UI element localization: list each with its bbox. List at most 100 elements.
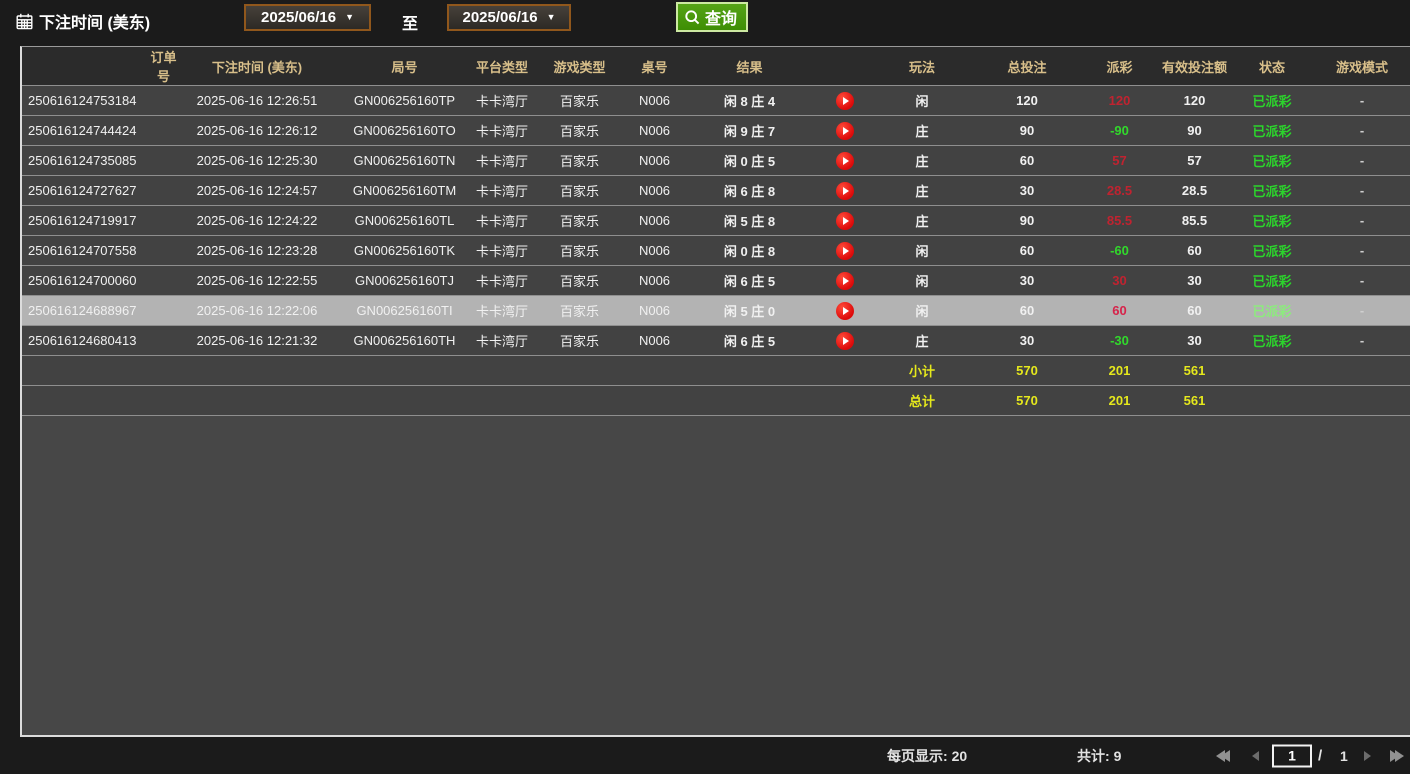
cell-status: 已派彩 [1232,325,1312,356]
first-page-button[interactable] [1216,749,1230,762]
table-row[interactable]: 250616124744424 2025-06-16 12:26:12 GN0062… [22,115,1410,146]
play-icon[interactable] [835,211,854,230]
cell-bet: 60 [972,295,1082,326]
play-icon[interactable] [835,301,854,320]
cell-payout: 85.5 [1082,205,1157,236]
cell-mode: - [1312,325,1410,356]
table-row[interactable]: 250616124719917 2025-06-16 12:24:22 GN0062… [22,205,1410,236]
total-count: 共计: 9 [1077,746,1121,766]
cell-order: 250616124735085 [22,145,177,176]
cell-table_no: N006 [627,235,682,266]
header-row: 订单号 下注时间 (美东) 局号 平台类型 游戏类型 桌号 结果 玩法 总投注 派彩 有效投注额 状态… [22,47,1410,86]
column-header: 状态 [1232,47,1312,86]
table-row[interactable]: 250616124727627 2025-06-16 12:24:57 GN0062… [22,175,1410,206]
cell-result: 闲 8 庄 4 [682,85,817,116]
play-icon[interactable] [835,181,854,200]
date-to-select[interactable]: 2025/06/16 ▼ [447,4,571,31]
cell-play: 庄 [872,115,972,146]
total-pages: 1 [1340,747,1348,764]
cell-order: 250616124727627 [22,175,177,206]
play-triangle-icon [842,126,849,135]
last-page-icon [1395,749,1404,762]
play-triangle-icon [842,306,849,315]
column-header: 游戏类型 [532,47,627,86]
cell-order: 250616124744424 [22,115,177,146]
cell-replay [817,235,872,266]
table-row[interactable]: 250616124688967 2025-06-16 12:22:06 GN0062… [22,295,1410,326]
records-table: 订单号 下注时间 (美东) 局号 平台类型 游戏类型 桌号 结果 玩法 总投注 派彩 有效投注额 状态… [22,47,1410,416]
date-from-value: 2025/06/16 [261,9,337,26]
cell-time: 2025-06-16 12:21:32 [177,325,337,356]
cell-replay [817,295,872,326]
cell-payout: 120 [1082,85,1157,116]
cell-valid: 30 [1157,325,1232,356]
cell-game: 百家乐 [532,145,627,176]
play-icon[interactable] [835,271,854,290]
table-row[interactable]: 250616124753184 2025-06-16 12:26:51 GN0062… [22,85,1410,116]
cell-status: 已派彩 [1232,175,1312,206]
cell-replay [817,145,872,176]
chevron-down-icon: ▼ [546,12,556,22]
cell-game: 百家乐 [532,205,627,236]
cell-result: 闲 0 庄 8 [682,235,817,266]
play-icon[interactable] [835,91,854,110]
cell-time: 2025-06-16 12:26:12 [177,115,337,146]
cell-result: 闲 5 庄 8 [682,205,817,236]
page-input[interactable] [1272,744,1312,767]
cell-table_no: N006 [627,205,682,236]
next-page-button[interactable] [1364,750,1371,761]
play-triangle-icon [842,246,849,255]
chevron-down-icon: ▼ [345,12,354,22]
cell-valid: 90 [1157,115,1232,146]
cell-bet: 30 [972,175,1082,206]
cell-valid: 60 [1157,235,1232,266]
cell-mode: - [1312,145,1410,176]
cell-time: 2025-06-16 12:22:06 [177,295,337,326]
per-page-label: 每页显示: [887,747,948,764]
column-header: 下注时间 (美东) [177,47,337,86]
cell-order: 250616124707558 [22,235,177,266]
cell-replay [817,265,872,296]
play-triangle-icon [842,96,849,105]
cell-bet: 60 [972,145,1082,176]
cell-table_no: N006 [627,325,682,356]
column-header: 结果 [682,47,817,86]
cell-time: 2025-06-16 12:25:30 [177,145,337,176]
table-row[interactable]: 250616124735085 2025-06-16 12:25:30 GN0062… [22,145,1410,176]
play-triangle-icon [842,276,849,285]
per-page-display: 每页显示: 20 [887,746,967,766]
play-icon[interactable] [835,151,854,170]
cell-round: GN006256160TM [337,175,472,206]
play-triangle-icon [842,216,849,225]
play-icon[interactable] [835,241,854,260]
pagination-bar: 每页显示: 20 共计: 9 / 1 [0,737,1410,774]
cell-table_no: N006 [627,265,682,296]
magnifier-icon [684,9,701,26]
play-icon[interactable] [835,121,854,140]
cell-game: 百家乐 [532,175,627,206]
column-header: 玩法 [872,47,972,86]
last-page-button[interactable] [1390,749,1404,762]
cell-result: 闲 0 庄 5 [682,145,817,176]
cell-payout: -60 [1082,235,1157,266]
cell-round: GN006256160TK [337,235,472,266]
cell-game: 百家乐 [532,295,627,326]
query-button[interactable]: 查询 [676,2,749,32]
table-row[interactable]: 250616124680413 2025-06-16 12:21:32 GN0062… [22,325,1410,356]
cell-platform: 卡卡湾厅 [472,205,532,236]
prev-page-button[interactable] [1252,750,1259,761]
cell-play: 闲 [872,265,972,296]
cell-order: 250616124688967 [22,295,177,326]
to-label: 至 [402,16,419,33]
play-triangle-icon [842,156,849,165]
cell-payout: 60 [1082,295,1157,326]
table-row[interactable]: 250616124700060 2025-06-16 12:22:55 GN0062… [22,265,1410,296]
cell-play: 庄 [872,175,972,206]
cell-play: 闲 [872,235,972,266]
cell-status: 已派彩 [1232,295,1312,326]
total-count-value: 9 [1113,747,1122,764]
date-from-select[interactable]: 2025/06/16 ▼ [244,4,371,31]
play-icon[interactable] [835,331,854,350]
table-row[interactable]: 250616124707558 2025-06-16 12:23:28 GN0062… [22,235,1410,266]
